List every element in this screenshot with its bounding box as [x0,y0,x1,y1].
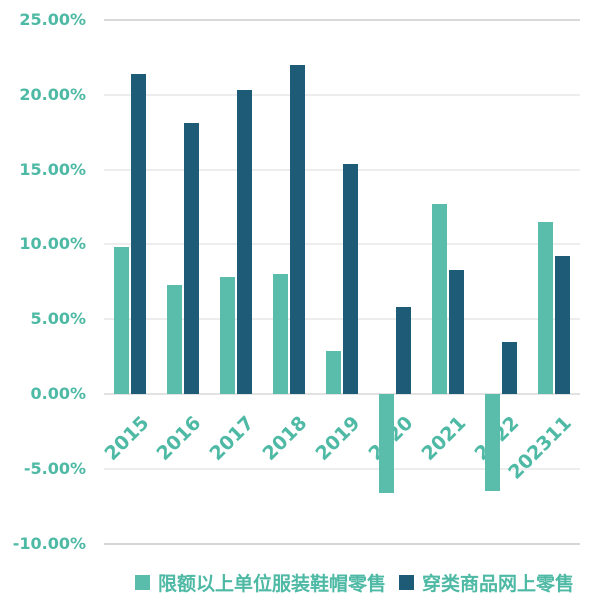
bar-2018-series2 [290,64,306,394]
gridline--10.00% [104,542,580,545]
legend-label-online-retail: 穿类商品网上零售 [422,572,575,595]
bar-2021-series1 [431,204,447,394]
x-axis-label-2018: 2018 [258,412,312,465]
bar-2022-series1 [484,394,500,492]
bar-2017-series1 [220,277,236,394]
bar-2016-series2 [184,123,200,394]
x-axis-label-2015: 2015 [100,412,154,465]
gridline-10.00% [104,243,580,246]
bar-2015-series1 [114,247,130,394]
bar-202311-series1 [537,221,553,394]
bar-2019-series2 [343,163,358,394]
bar-2020-series2 [395,307,411,394]
x-axis-label-2021: 2021 [417,412,471,465]
gridline--5.00% [104,467,580,470]
x-axis-label-2017: 2017 [205,412,259,465]
y-axis-label-0.00%: 0.00% [30,384,86,403]
legend: 限额以上单位服装鞋帽零售 穿类商品网上零售 [135,568,574,596]
gridline-20.00% [104,93,580,96]
bar-202311-series2 [554,256,570,394]
y-axis-label-20.00%: 20.00% [19,84,86,104]
y-axis-label--5.00%: -5.00% [23,458,86,478]
y-axis-label--10.00%: -10.00% [12,533,86,553]
gridline-25.00% [104,19,580,21]
legend-label-store-retail: 限额以上单位服装鞋帽零售 [158,572,387,595]
gridline-5.00% [104,318,580,321]
bar-2019-series1 [326,350,341,394]
bar-2020-series1 [378,394,394,493]
bar-2017-series2 [237,90,253,394]
legend-item-store-retail: 限额以上单位服装鞋帽零售 [135,569,386,596]
legend-swatch-light-icon [135,574,150,590]
bar-2022-series2 [501,341,517,394]
y-axis-label-10.00%: 10.00% [19,234,86,254]
bar-2015-series2 [131,73,147,394]
gridline-0.00% [104,393,580,395]
y-axis-label-25.00%: 25.00% [19,10,86,29]
y-axis-label-15.00%: 15.00% [19,159,86,179]
y-axis-label-5.00%: 5.00% [30,309,86,329]
bar-2021-series2 [448,269,464,394]
x-axis-label-2016: 2016 [152,412,206,465]
x-axis-label-2019: 2019 [311,412,365,465]
bar-2018-series1 [273,274,289,394]
legend-item-online-retail: 穿类商品网上零售 [399,569,574,596]
bar-2016-series1 [167,284,183,394]
gridline-15.00% [104,168,580,171]
legend-swatch-dark-icon [399,574,415,590]
